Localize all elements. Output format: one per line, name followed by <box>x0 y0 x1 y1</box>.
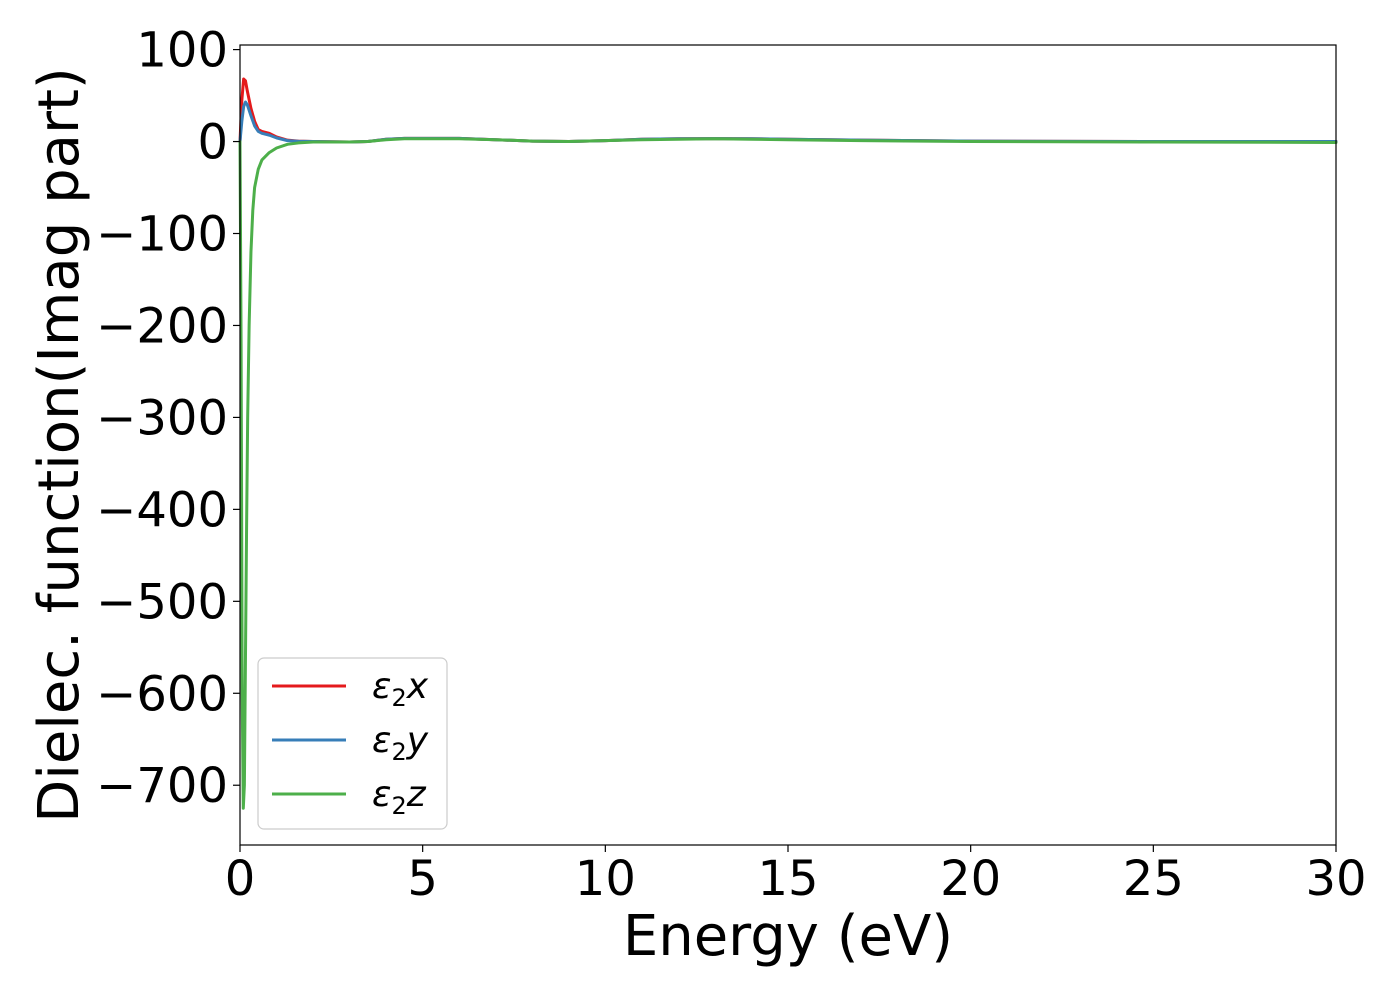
y-tick-label: −100 <box>96 207 228 263</box>
series-line-x <box>238 77 1338 144</box>
y-tick-label: −700 <box>96 758 228 814</box>
x-tick-label: 20 <box>940 851 1001 907</box>
x-tick-label: 25 <box>1123 851 1184 907</box>
legend-label: ε2x <box>372 666 429 712</box>
x-tick-label: 30 <box>1305 851 1366 907</box>
x-tick-label: 10 <box>575 851 636 907</box>
x-tick-label: 0 <box>225 851 256 907</box>
y-tick-label: 0 <box>197 115 228 171</box>
y-axis-title: Dielec. function(Imag part) <box>27 67 92 823</box>
y-tick-label: −600 <box>96 666 228 722</box>
legend-box <box>257 657 448 830</box>
legend-label: ε2y <box>372 720 429 766</box>
legend-label: ε2z <box>372 774 427 820</box>
legend: ε2x ε2y ε2z <box>257 657 448 830</box>
x-tick-label: 15 <box>757 851 818 907</box>
x-axis-title: Energy (eV) <box>623 904 953 969</box>
tick-layer: 0 5 10 15 20 25 30 100 0 −100 −200 −300 −400 −500 −600… <box>96 23 1366 907</box>
x-tick-label: 5 <box>407 851 438 907</box>
y-tick-label: −500 <box>96 574 228 630</box>
series-line-y <box>238 100 1338 144</box>
y-tick-label: 100 <box>136 23 228 79</box>
series-line-z <box>238 137 1338 810</box>
y-tick-label: −200 <box>96 298 228 354</box>
y-tick-label: −300 <box>96 390 228 446</box>
y-tick-label: −400 <box>96 482 228 538</box>
series-layer <box>238 77 1338 810</box>
